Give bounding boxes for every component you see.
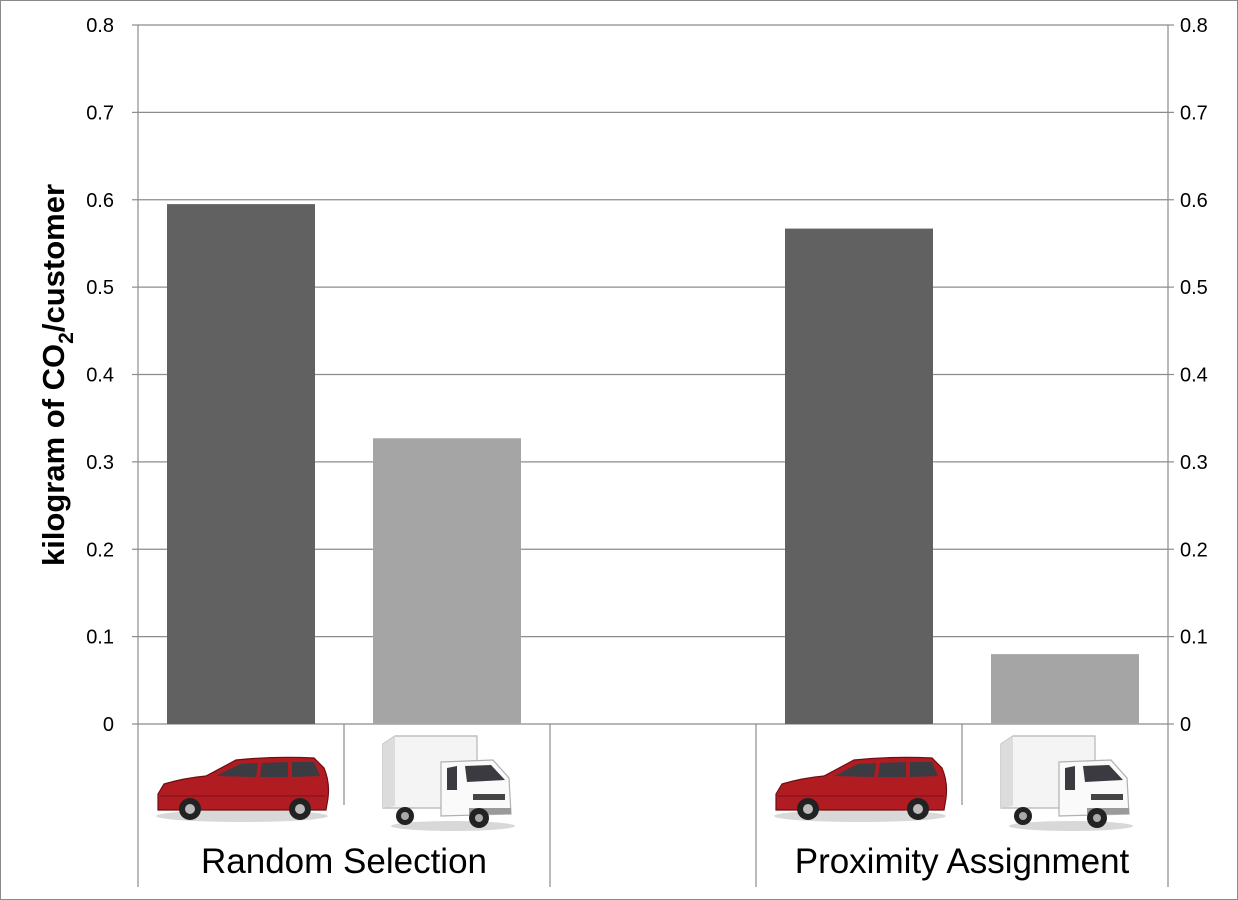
truck-bumper <box>469 808 511 814</box>
y-tick-label-right: 0.2 <box>1180 539 1208 561</box>
truck-windshield <box>465 765 505 782</box>
car-window-front <box>834 763 876 777</box>
bar-truck <box>373 438 521 724</box>
group-label: Random Selection <box>201 842 487 881</box>
y-axis-label-subscript: 2 <box>55 332 78 344</box>
box-truck-icon <box>382 735 515 831</box>
car-hub-front <box>803 804 813 814</box>
y-tick-label-right: 0.5 <box>1180 277 1208 299</box>
y-axis-left-ticks: 0 0.1 0.2 0.3 0.4 0.5 0.6 0.7 0.8 <box>86 15 114 736</box>
y-tick-label-left: 0.7 <box>86 102 114 124</box>
car-window-front <box>216 763 258 777</box>
y-tick-label-left: 0.1 <box>86 627 114 649</box>
truck-bumper <box>1087 808 1129 814</box>
bar-truck <box>991 654 1139 724</box>
car-window-rear <box>292 762 320 777</box>
car-window-middle <box>260 762 288 777</box>
group-label: Proximity Assignment <box>795 842 1130 881</box>
y-tick-label-right: 0 <box>1180 714 1191 736</box>
car-hub-front <box>185 804 195 814</box>
y-tick-label-left: 0.2 <box>86 539 114 561</box>
y-axis-label: kilogram of CO2/customer <box>36 184 78 566</box>
bars <box>167 204 1139 725</box>
group-labels: Random Selection Proximity Assignment <box>201 842 1130 881</box>
y-axis-right-ticks: 0 0.1 0.2 0.3 0.4 0.5 0.6 0.7 0.8 <box>1180 15 1208 736</box>
car-hub-rear <box>913 804 923 814</box>
truck-grille <box>473 794 505 800</box>
y-tick-label-left: 0.6 <box>86 190 114 212</box>
y-tick-label-left: 0 <box>103 714 114 736</box>
truck-box-side <box>1001 736 1013 808</box>
red-minivan-icon <box>774 756 948 822</box>
car-hub-rear <box>295 804 305 814</box>
y-tick-label-left: 0.3 <box>86 452 114 474</box>
truck-side-window <box>447 766 457 790</box>
y-tick-label-left: 0.8 <box>86 15 114 37</box>
truck-grille <box>1091 794 1123 800</box>
truck-side-window <box>1065 766 1075 790</box>
y-tick-label-left: 0.4 <box>86 365 114 387</box>
truck-windshield <box>1083 765 1123 782</box>
axes <box>137 25 1169 887</box>
vehicle-icons <box>156 735 1133 831</box>
truck-box-side <box>383 736 395 808</box>
y-axis-label-unit: /customer <box>36 184 71 332</box>
y-tick-label-right: 0.7 <box>1180 102 1208 124</box>
truck-hub-rear <box>1019 812 1027 820</box>
y-tick-label-right: 0.8 <box>1180 15 1208 37</box>
y-tick-label-right: 0.6 <box>1180 190 1208 212</box>
truck-hub-front <box>475 814 483 822</box>
box-truck-icon <box>1000 735 1133 831</box>
truck-hub-front <box>1093 814 1101 822</box>
y-axis-label-main: kilogram of CO <box>36 344 71 566</box>
bar-car <box>167 204 315 724</box>
car-window-middle <box>878 762 906 777</box>
red-minivan-icon <box>156 756 330 822</box>
y-tick-label-right: 0.4 <box>1180 365 1208 387</box>
y-tick-label-right: 0.1 <box>1180 627 1208 649</box>
car-window-rear <box>910 762 938 777</box>
truck-hub-rear <box>401 812 409 820</box>
y-tick-label-left: 0.5 <box>86 277 114 299</box>
y-tick-label-right: 0.3 <box>1180 452 1208 474</box>
bar-car <box>785 228 933 725</box>
